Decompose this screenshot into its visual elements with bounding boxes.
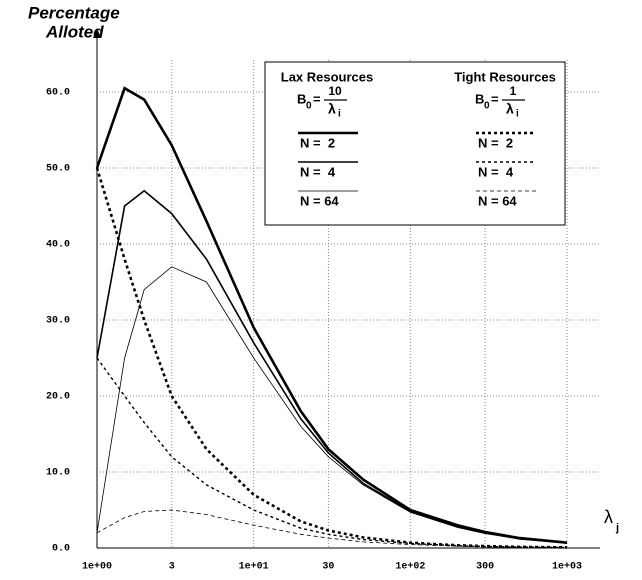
formula-den-sub: i [516,109,519,120]
formula-den: λ [328,101,336,117]
formula-num: 1 [510,84,517,98]
x-tick-label: 1e+00 [82,562,112,573]
formula-sub: 0 [484,101,490,112]
y-tick-label: 60.0 [46,88,70,99]
legend-label: N = 64 [300,193,339,208]
legend-label: N = 64 [478,193,517,208]
x-tick-label: 1e+01 [239,562,269,573]
x-label-sub: j [615,522,619,534]
legend-title: Tight Resources [454,69,556,84]
legend-label: N = 4 [478,164,514,179]
formula-lhs: B [475,91,484,106]
series-line [96,189,568,544]
formula-num: 10 [328,84,342,98]
y-label: Alloted [45,22,104,41]
legend-label: N = 2 [300,135,335,150]
x-tick-label: 1e+02 [395,562,425,573]
y-tick-label: 20.0 [46,392,70,403]
y-tick-label: 40.0 [46,240,70,251]
x-tick-label: 1e+03 [552,562,582,573]
legend-label: N = 4 [300,164,336,179]
legend-box [264,61,566,226]
formula-eq: = [491,91,499,106]
legend-title: Lax Resources [281,69,374,84]
x-tick-label: 3 [169,562,175,573]
formula-sub: 0 [306,101,312,112]
formula-den-sub: i [338,109,341,120]
y-tick-label: 0.0 [52,544,70,555]
x-label: λ [604,507,613,527]
legend-label: N = 2 [478,135,513,150]
y-label: Percentage [28,3,120,22]
x-tick-label: 30 [322,562,334,573]
y-tick-label: 10.0 [46,468,70,479]
formula-eq: = [313,91,321,106]
formula-den: λ [506,101,514,117]
formula-lhs: B [297,91,306,106]
series-line [96,266,568,544]
y-tick-label: 50.0 [46,164,70,175]
x-tick-label: 300 [476,562,494,573]
y-axis-arrow [93,28,101,38]
series-line [95,86,568,544]
y-tick-label: 30.0 [46,316,70,327]
series-line [96,509,568,548]
